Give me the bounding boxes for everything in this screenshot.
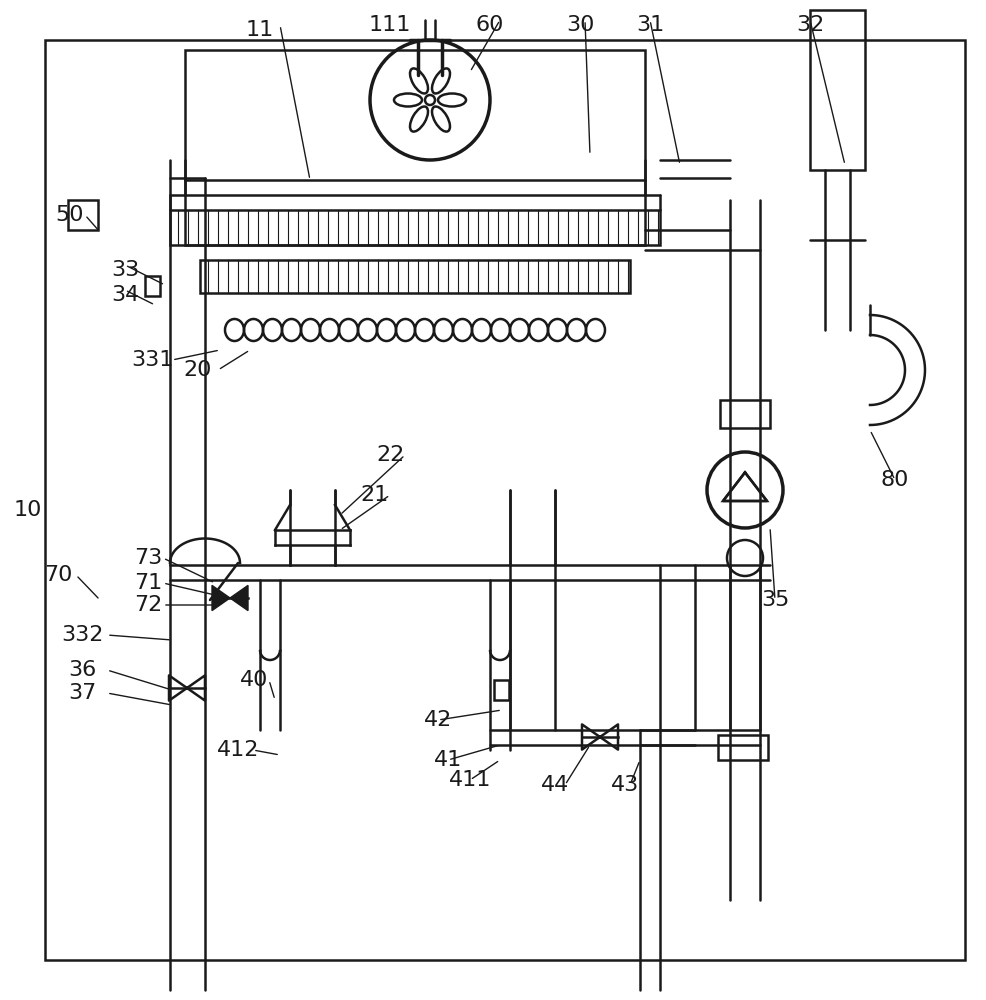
Text: 42: 42 <box>423 710 452 730</box>
Bar <box>184 50 644 245</box>
Text: 73: 73 <box>134 548 162 568</box>
Circle shape <box>727 540 762 576</box>
Text: 37: 37 <box>68 683 96 703</box>
Text: 35: 35 <box>760 590 789 610</box>
Text: 41: 41 <box>434 750 461 770</box>
Text: 20: 20 <box>183 360 212 380</box>
Text: 31: 31 <box>635 15 664 35</box>
Text: 50: 50 <box>55 205 84 225</box>
Bar <box>810 10 864 170</box>
Text: 412: 412 <box>217 740 259 760</box>
Text: 80: 80 <box>880 470 908 490</box>
Polygon shape <box>599 724 617 750</box>
Text: 60: 60 <box>475 15 504 35</box>
Polygon shape <box>186 675 205 701</box>
Text: 33: 33 <box>110 260 139 280</box>
Bar <box>170 210 660 245</box>
Polygon shape <box>230 585 247 611</box>
Text: 411: 411 <box>449 770 491 790</box>
Text: 30: 30 <box>565 15 594 35</box>
Text: 10: 10 <box>14 500 42 520</box>
Text: 332: 332 <box>61 625 104 645</box>
Text: 34: 34 <box>110 285 139 305</box>
Text: 111: 111 <box>369 15 411 35</box>
Text: 11: 11 <box>246 20 274 40</box>
Text: 71: 71 <box>134 573 162 593</box>
Text: 331: 331 <box>131 350 173 370</box>
Text: 36: 36 <box>68 660 96 680</box>
Text: 72: 72 <box>134 595 162 615</box>
Bar <box>717 735 767 760</box>
Polygon shape <box>582 724 599 750</box>
Text: 22: 22 <box>376 445 403 465</box>
Text: 21: 21 <box>361 485 388 505</box>
Bar <box>719 400 769 428</box>
Bar <box>494 680 509 700</box>
Text: 70: 70 <box>43 565 72 585</box>
Text: 32: 32 <box>795 15 823 35</box>
Text: 40: 40 <box>240 670 268 690</box>
Bar <box>145 276 160 296</box>
Polygon shape <box>169 675 186 701</box>
Bar <box>68 200 98 230</box>
Bar <box>200 260 629 293</box>
Polygon shape <box>212 585 230 611</box>
Text: 43: 43 <box>610 775 639 795</box>
Text: 44: 44 <box>540 775 569 795</box>
Circle shape <box>706 452 782 528</box>
